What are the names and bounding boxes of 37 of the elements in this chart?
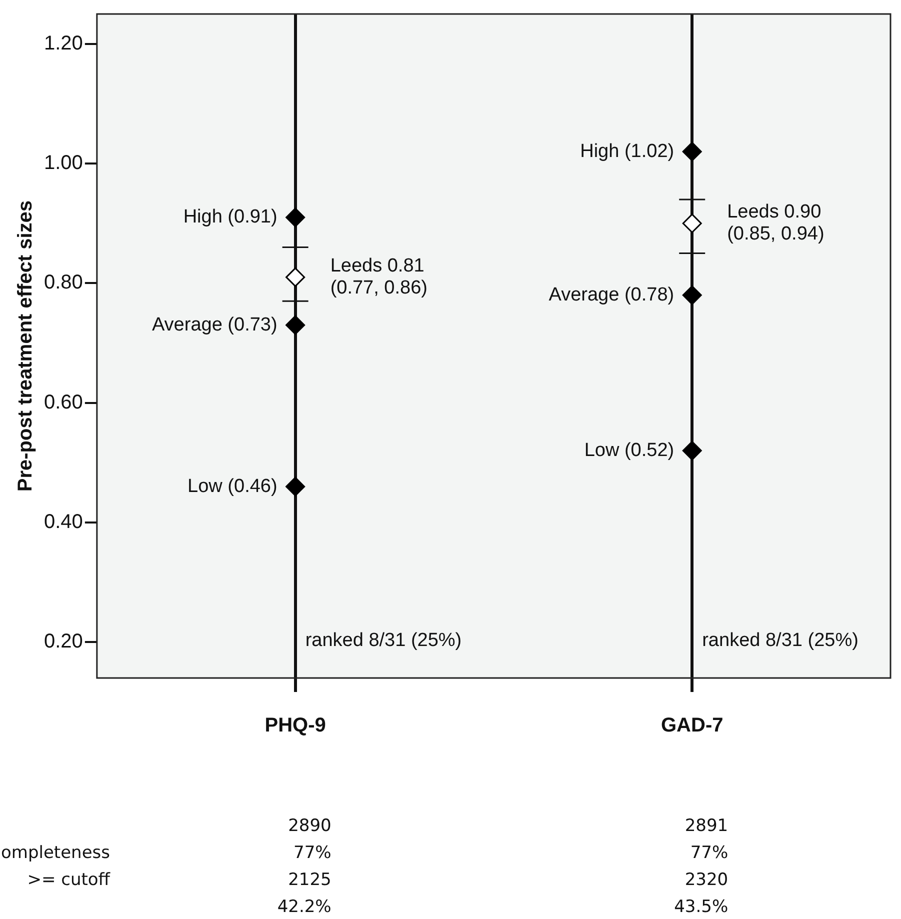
data-label: Leeds 0.90 (0.85, 0.94)	[727, 202, 824, 245]
text: 42.2%	[277, 897, 332, 917]
point	[286, 315, 306, 335]
point	[286, 208, 306, 228]
x-tick-label: GAD-7	[660, 714, 724, 737]
text: 2891	[684, 816, 728, 836]
data-label: Low (0.46)	[188, 476, 278, 497]
data-label: Average (0.78)	[548, 284, 674, 306]
text: 2890	[288, 816, 332, 836]
annotation: ranked 8/31 (25%)	[305, 630, 462, 652]
y-tick-label: 1.00	[44, 152, 83, 174]
point	[286, 476, 306, 496]
text: ompleteness	[0, 843, 110, 863]
y-tick-label: 1.20	[44, 32, 83, 54]
data-label: Average (0.73)	[152, 314, 278, 336]
text: 2125	[288, 870, 332, 890]
text: >= cutoff	[26, 870, 110, 890]
point	[286, 267, 306, 287]
y-tick-label: 0.40	[44, 510, 83, 533]
text: 43.5%	[674, 897, 728, 917]
x-tick-label: PHQ-9	[264, 714, 326, 737]
text: 77%	[690, 843, 728, 863]
text: 77%	[294, 843, 332, 863]
point	[682, 440, 702, 460]
data-label: Leeds 0.81 (0.77, 0.86)	[330, 255, 428, 298]
y-tick-label: 0.20	[44, 630, 83, 653]
point	[682, 285, 702, 305]
y-axis-title: Pre-post treatment effect sizes	[14, 200, 37, 492]
point	[682, 214, 702, 234]
y-tick-label: 0.80	[44, 272, 83, 294]
annotation: ranked 8/31 (25%)	[702, 630, 858, 652]
data-label: High (1.02)	[580, 140, 674, 162]
point	[682, 142, 702, 162]
data-label: Low (0.52)	[584, 440, 674, 461]
data-label: High (0.91)	[183, 206, 278, 228]
y-tick-label: 0.60	[44, 391, 83, 414]
text: 2320	[684, 870, 728, 890]
